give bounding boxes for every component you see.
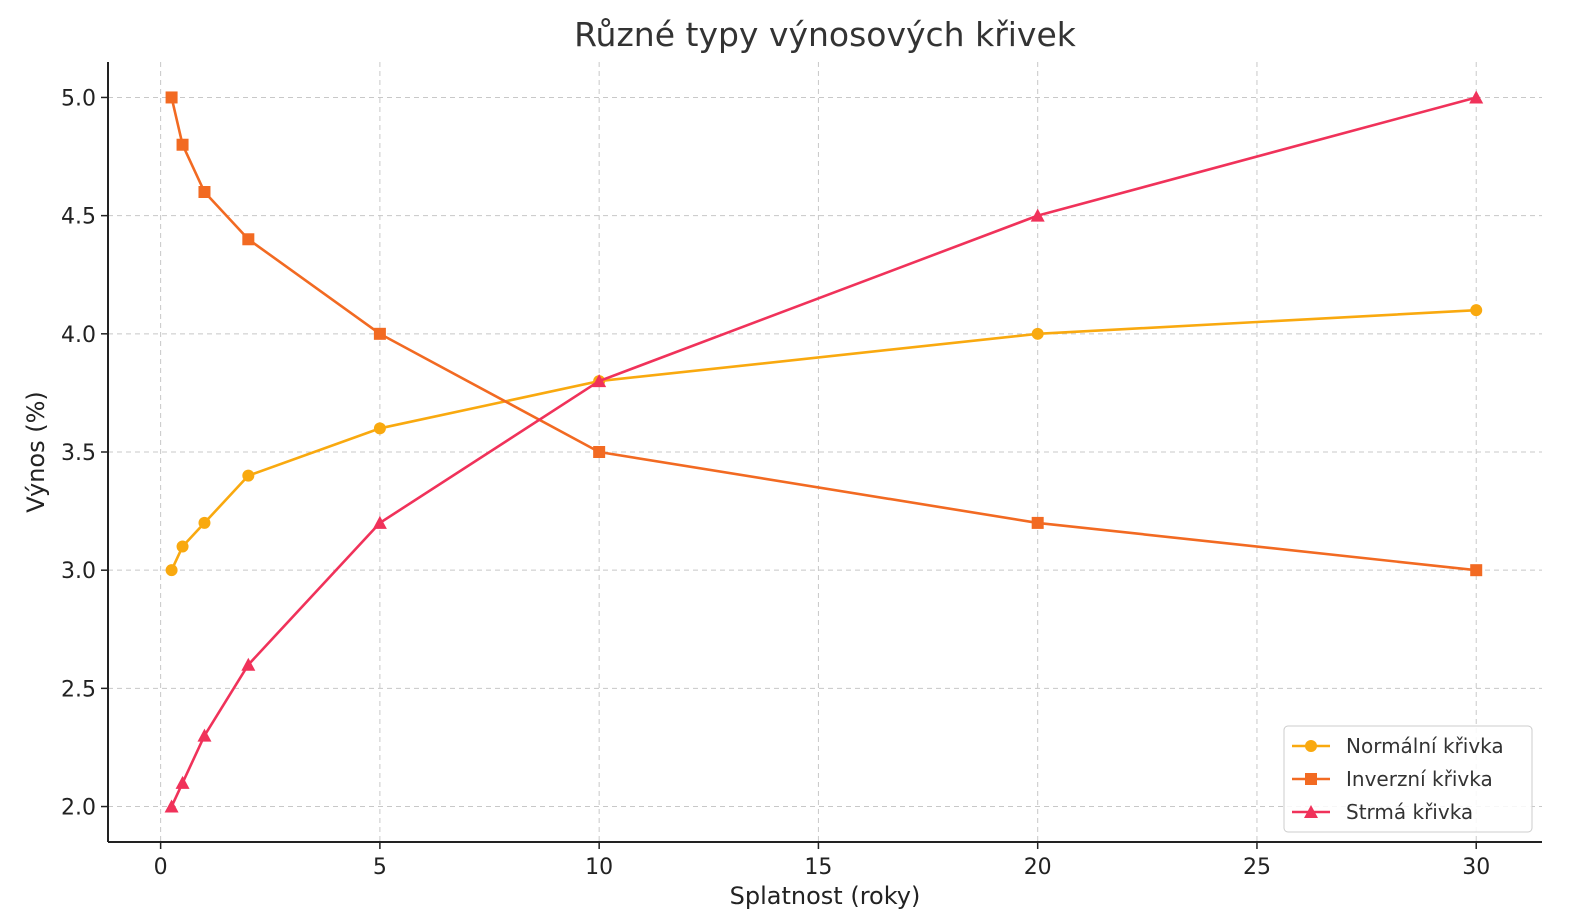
data-point — [176, 138, 189, 151]
data-point — [242, 233, 255, 246]
x-tick-label: 30 — [1462, 855, 1490, 880]
chart-title: Různé typy výnosových křivek — [574, 15, 1077, 54]
series-line — [170, 308, 1477, 571]
x-tick-label: 25 — [1243, 855, 1271, 880]
legend-item: Strmá křivka — [1292, 800, 1473, 824]
data-point — [197, 728, 212, 742]
data-point — [1031, 516, 1044, 529]
legend: Normální křivka Inverzní křivka Strmá křiv… — [1283, 725, 1533, 833]
y-tick-label: 5.0 — [61, 86, 96, 111]
legend-marker — [1304, 805, 1318, 818]
x-axis-label: Splatnost (roky) — [730, 882, 921, 910]
data-point — [175, 775, 190, 789]
legend-item: Inverzní křivka — [1292, 767, 1493, 791]
y-tick-label: 4.5 — [61, 205, 96, 230]
legend-label: Inverzní křivka — [1346, 767, 1493, 791]
data-point — [372, 515, 387, 529]
legend-label: Strmá křivka — [1346, 800, 1473, 824]
data-point — [241, 657, 256, 671]
legend-marker — [1305, 740, 1317, 752]
series-2 — [165, 91, 1483, 577]
x-tick-label: 5 — [373, 855, 387, 880]
data-point — [164, 799, 179, 813]
series-1 — [165, 304, 1483, 577]
data-point — [165, 564, 178, 577]
data-point — [198, 516, 211, 529]
x-tick-label: 20 — [1024, 855, 1052, 880]
data-point — [1031, 327, 1044, 340]
legend-item: Normální křivka — [1292, 734, 1504, 758]
data-point — [198, 186, 211, 198]
data-point — [176, 540, 189, 553]
legend-box — [1283, 725, 1533, 833]
data-point — [592, 374, 607, 388]
axes: 0 5 10 15 20 25 30 2.0 2.5 3.0 3.5 4.0 4.5 5.0 — [61, 62, 1542, 880]
series-group — [164, 90, 1484, 813]
grid-lines — [108, 62, 1542, 842]
data-point — [373, 422, 386, 435]
legend-label: Normální křivka — [1346, 734, 1504, 758]
x-tick-label: 0 — [154, 855, 168, 880]
y-tick-label: 2.0 — [61, 796, 96, 821]
y-axis-label: Výnos (%) — [22, 391, 50, 513]
x-tick-label: 10 — [585, 855, 613, 880]
series-line — [170, 97, 1477, 572]
y-tick-label: 3.5 — [61, 441, 96, 466]
data-point — [242, 469, 255, 482]
data-point — [1030, 208, 1045, 222]
series-line — [170, 96, 1477, 808]
data-point — [1470, 304, 1483, 317]
legend-marker — [1305, 773, 1317, 785]
data-point — [373, 327, 386, 340]
data-point — [1469, 90, 1484, 104]
data-point — [1470, 564, 1483, 577]
data-point — [165, 91, 178, 104]
x-tick-label: 15 — [804, 855, 832, 880]
data-point — [593, 446, 606, 458]
series-3 — [164, 90, 1484, 813]
y-tick-label: 4.0 — [61, 323, 96, 348]
y-tick-label: 3.0 — [61, 559, 96, 584]
y-tick-label: 2.5 — [61, 677, 96, 702]
